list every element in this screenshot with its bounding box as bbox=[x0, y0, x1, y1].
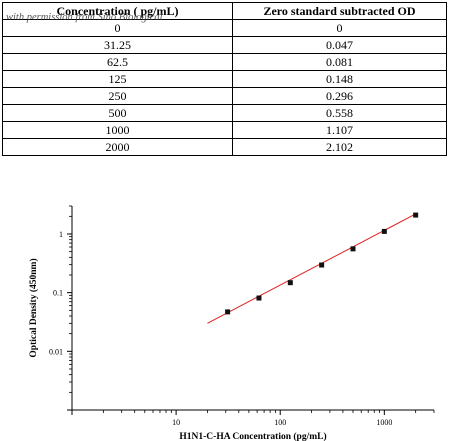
x-axis-label: H1N1-C-HA Concentration (pg/mL) bbox=[179, 431, 326, 441]
cell-od: 1.107 bbox=[232, 121, 447, 139]
cell-od: 2.102 bbox=[232, 138, 447, 156]
table-row: 125 0.148 bbox=[2, 70, 447, 88]
chart-points bbox=[225, 212, 419, 315]
cell-concentration: 2000 bbox=[2, 138, 233, 156]
y-tick-label: 0.01 bbox=[49, 347, 63, 356]
cell-concentration: 250 bbox=[2, 87, 233, 105]
column-header-concentration: Concentration ( pg/mL) with permission f… bbox=[2, 2, 233, 23]
cell-concentration: 125 bbox=[2, 70, 233, 88]
cell-od: 0.296 bbox=[232, 87, 447, 105]
cell-od: 0.148 bbox=[232, 70, 447, 88]
data-point bbox=[350, 246, 356, 252]
chart-fit-line-group bbox=[207, 213, 416, 324]
table-row: 62.5 0.081 bbox=[2, 53, 447, 71]
cell-od: 0.081 bbox=[232, 53, 447, 71]
data-point bbox=[319, 262, 325, 268]
cell-od: 0.047 bbox=[232, 36, 447, 54]
data-point bbox=[225, 309, 231, 315]
y-tick-label: 0.1 bbox=[53, 289, 63, 298]
column-header-concentration-label: Concentration ( pg/mL) bbox=[56, 4, 179, 18]
fit-line bbox=[207, 213, 416, 324]
y-axis-label: Optical Density (450nm) bbox=[28, 258, 39, 357]
cell-od: 0.558 bbox=[232, 104, 447, 122]
table-header-row: Concentration ( pg/mL) with permission f… bbox=[2, 2, 447, 23]
watermark-text: with permission from Sino Biological bbox=[6, 12, 163, 23]
data-point bbox=[287, 280, 293, 286]
data-point bbox=[256, 295, 262, 301]
cell-concentration: 62.5 bbox=[2, 53, 233, 71]
cell-od: 0 bbox=[232, 19, 447, 37]
cell-concentration: 31.25 bbox=[2, 36, 233, 54]
column-header-od: Zero standard subtracted OD bbox=[232, 2, 447, 20]
standard-curve-table: Concentration ( pg/mL) with permission f… bbox=[2, 2, 447, 156]
table-body: 0 0 31.25 0.047 62.5 0.081 125 0.148 250 0.296 500… bbox=[2, 19, 447, 156]
cell-concentration: 1000 bbox=[2, 121, 233, 139]
y-tick-label: 1 bbox=[59, 230, 63, 239]
chart-axes bbox=[71, 206, 434, 411]
x-tick-label: 1000 bbox=[376, 418, 392, 427]
table-row: 1000 1.107 bbox=[2, 121, 447, 139]
table-row: 500 0.558 bbox=[2, 104, 447, 122]
table-row: 31.25 0.047 bbox=[2, 36, 447, 54]
data-point bbox=[381, 228, 387, 234]
x-tick-label: 10 bbox=[172, 418, 180, 427]
x-tick-label: 100 bbox=[274, 418, 286, 427]
chart-ticks: 10 100 1000 0.01 0.1 1 bbox=[49, 205, 435, 427]
standard-curve-chart: 10 100 1000 0.01 0.1 1 H1N1-C-HA Concentratio… bbox=[28, 205, 435, 441]
data-point bbox=[413, 212, 419, 218]
table-row: 2000 2.102 bbox=[2, 138, 447, 156]
cell-concentration: 500 bbox=[2, 104, 233, 122]
table-row: 250 0.296 bbox=[2, 87, 447, 105]
